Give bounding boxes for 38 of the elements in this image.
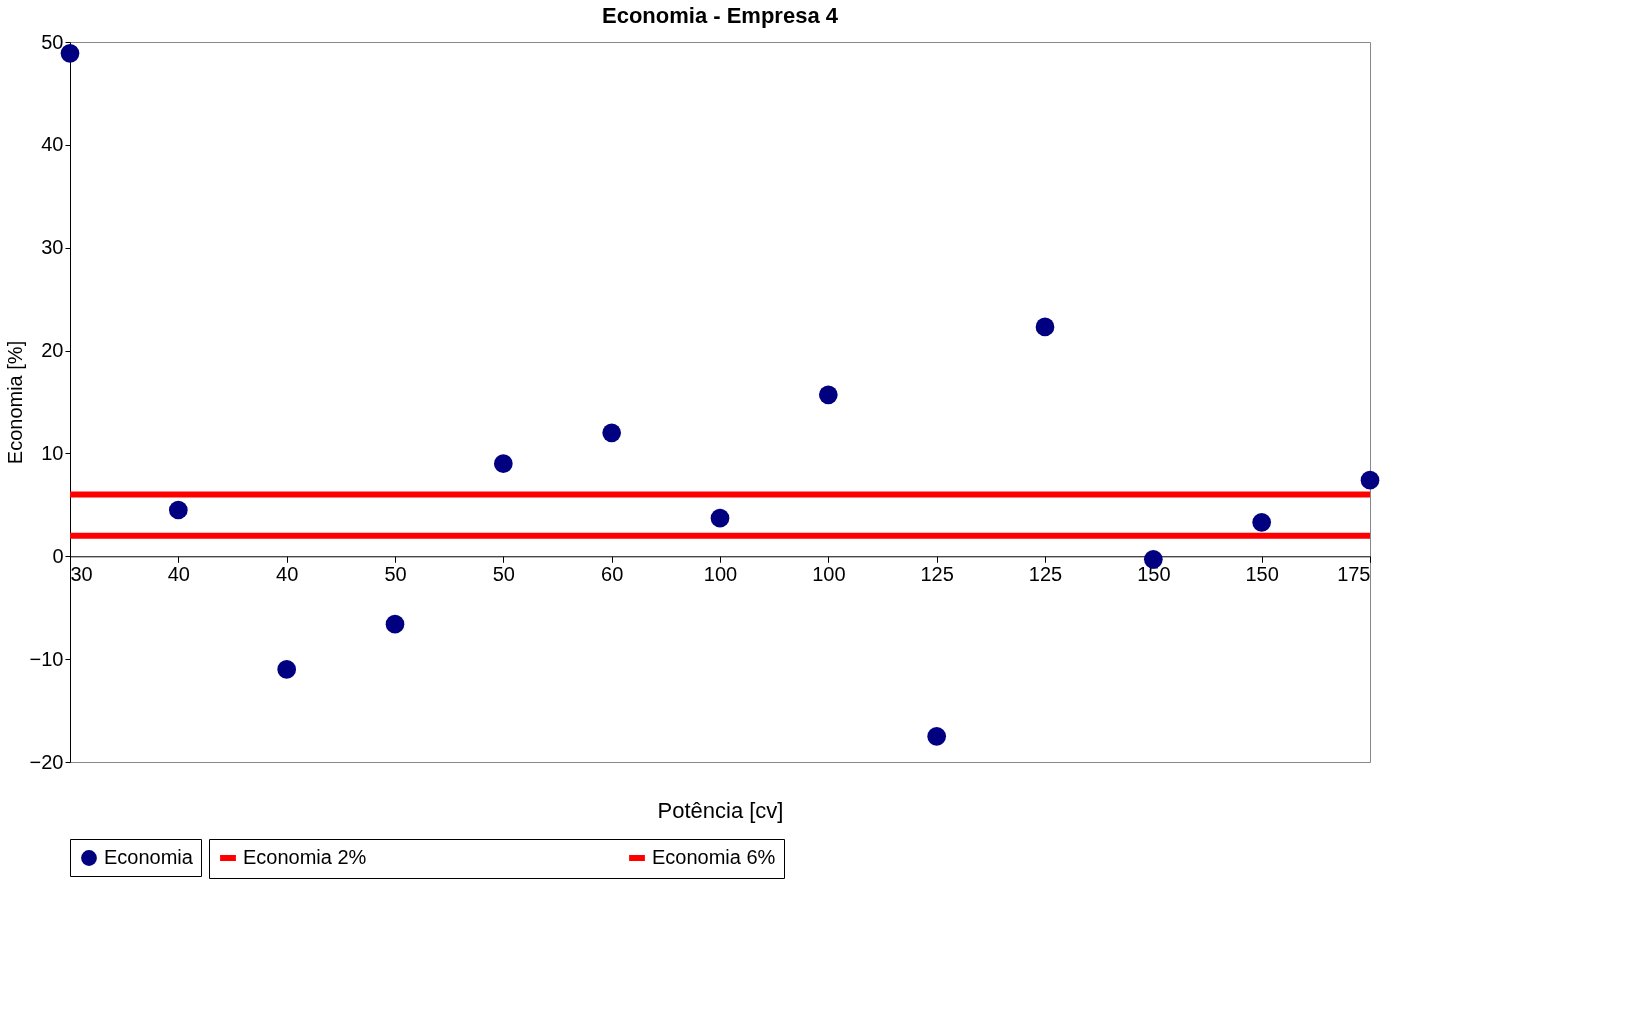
legend-label: Economia 6% (652, 846, 776, 868)
x-tick-label: 40 (276, 562, 299, 585)
y-tick-label: 30 (41, 236, 64, 259)
point (493, 454, 513, 474)
x-tick-label: 100 (812, 562, 846, 585)
x-tick-label: 150 (1137, 562, 1171, 585)
point (818, 385, 838, 405)
legend-label: Economia (104, 846, 194, 868)
y-tick-label: −10 (29, 647, 64, 670)
x-tick-label: 175 (1337, 562, 1371, 585)
x-tick-label: 100 (703, 562, 738, 585)
point (277, 660, 297, 679)
x-tick-label: 40 (167, 562, 190, 585)
point (385, 614, 405, 634)
x-tick-label: 125 (1028, 562, 1063, 585)
y-axis-title: Economia [%] (3, 340, 26, 465)
y-tick-label: −20 (29, 750, 64, 773)
y-tick-label: 10 (41, 441, 64, 464)
x-tick-label: 60 (601, 562, 624, 585)
point (602, 423, 622, 443)
legend-label: Economia 2% (243, 846, 367, 868)
x-tick-label: 50 (492, 562, 515, 585)
chart-title: Economia - Empresa 4 (602, 3, 839, 28)
point (1360, 470, 1380, 490)
point (1252, 513, 1272, 532)
x-tick-label: 125 (920, 562, 954, 585)
y-tick-label: 20 (41, 339, 64, 362)
y-tick-label: 50 (41, 30, 64, 53)
point (710, 508, 730, 528)
y-tick-label: 0 (52, 544, 64, 567)
point (927, 726, 947, 746)
x-axis-title: Potência [cv] (657, 797, 784, 823)
point (168, 500, 188, 520)
point (1035, 317, 1055, 337)
x-tick-label: 50 (384, 562, 407, 585)
y-tick-label: 40 (41, 133, 64, 156)
x-tick-label: 150 (1245, 562, 1279, 585)
x-tick-label: 30 (70, 562, 93, 585)
